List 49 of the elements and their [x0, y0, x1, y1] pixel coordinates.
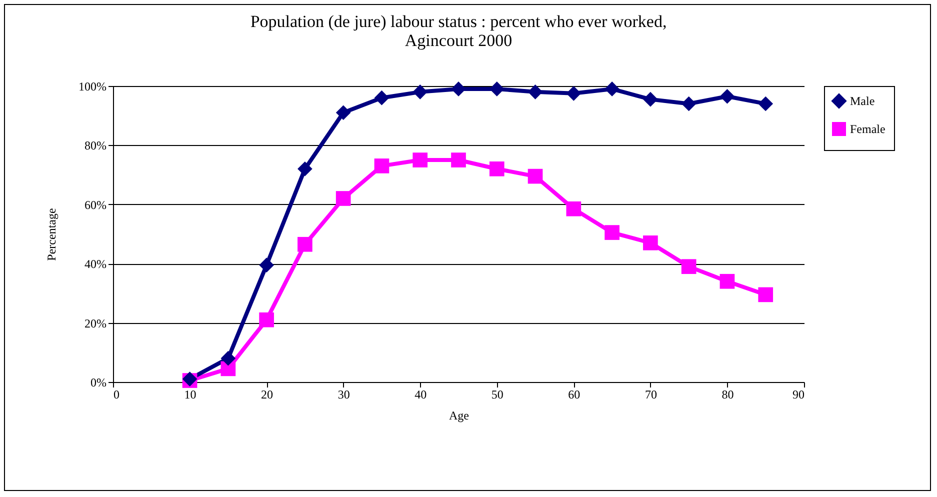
point [566, 201, 582, 216]
y-tick-label: 0% [90, 376, 106, 390]
point [643, 92, 658, 107]
y-axis-title: Percentage [44, 208, 59, 261]
x-tick-label: 60 [568, 388, 580, 402]
point [489, 161, 504, 176]
point [643, 235, 658, 250]
point [604, 225, 620, 240]
point [259, 258, 274, 272]
legend-label: Male [850, 94, 875, 108]
y-tick-label: 60% [84, 198, 106, 212]
point [298, 236, 312, 252]
x-tick-label: 20 [261, 388, 274, 402]
point [758, 287, 774, 302]
point [374, 158, 390, 174]
point [451, 152, 466, 168]
point [220, 350, 236, 366]
point [528, 84, 543, 100]
point [451, 82, 466, 96]
point [412, 152, 428, 168]
x-tick-label: 90 [792, 388, 804, 402]
x-axis-title: Age [449, 408, 469, 422]
point [720, 88, 735, 104]
chart-title: Population (de jure) labour status : percent who ever worked, Agincourt 2000 [250, 12, 667, 50]
point [528, 168, 543, 184]
point [336, 191, 351, 206]
point [336, 105, 351, 120]
x-tick-label: 50 [491, 388, 504, 402]
point [374, 90, 390, 106]
point [604, 82, 620, 96]
x-tick-label: 10 [184, 388, 196, 402]
y-tick-label: 80% [84, 138, 106, 153]
point [681, 96, 696, 112]
y-tick-label: 100% [78, 80, 106, 94]
point [720, 274, 735, 289]
x-tick-label: 40 [414, 388, 427, 402]
legend-label: Female [850, 122, 886, 136]
point [681, 259, 696, 274]
x-tick-label: 70 [644, 388, 657, 402]
y-tick-label: 20% [84, 316, 106, 330]
point [298, 161, 312, 176]
x-tick-label: 0 [114, 388, 120, 402]
y-tick-label: 40% [84, 257, 106, 272]
point [412, 84, 428, 100]
point [566, 86, 582, 101]
x-tick-label: 80 [722, 388, 734, 402]
x-tick-label: 30 [338, 388, 350, 402]
point [758, 96, 774, 112]
point [259, 312, 274, 328]
